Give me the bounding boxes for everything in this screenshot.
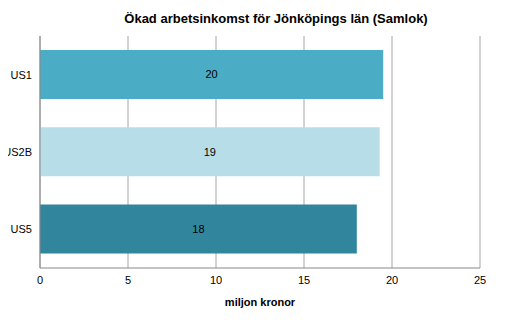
- svg-text:10: 10: [210, 274, 222, 286]
- svg-text:US1: US1: [11, 69, 32, 81]
- svg-text:18: 18: [192, 223, 204, 235]
- svg-text:20: 20: [205, 68, 217, 80]
- svg-text:25: 25: [474, 274, 486, 286]
- html-text:Ökad arbetsinkomst för Jönköpi: Ökad arbetsinkomst för Jönköpings län (S…: [124, 11, 428, 26]
- svg-text:5: 5: [125, 274, 131, 286]
- svg-text:15: 15: [298, 274, 310, 286]
- svg-text:US2B: US2B: [8, 146, 32, 158]
- svg-text:19: 19: [204, 146, 216, 158]
- svg-text:US5: US5: [11, 223, 32, 235]
- svg-text:0: 0: [37, 274, 43, 286]
- svg-text:miljon kronor: miljon kronor: [225, 296, 296, 308]
- svg-text:20: 20: [386, 274, 398, 286]
